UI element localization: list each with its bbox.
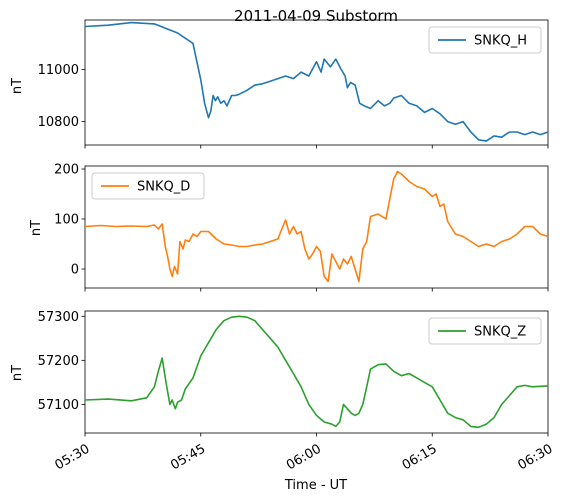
series-line-snkq-d	[85, 170, 548, 283]
legend-label: SNKQ_D	[137, 180, 190, 195]
legend-box	[91, 172, 205, 200]
legend-label: SNKQ_Z	[474, 325, 526, 340]
y-tick-label: 200	[54, 163, 79, 178]
legend: SNKQ_H	[428, 26, 542, 54]
series-line-snkq-h	[85, 21, 548, 142]
y-tick-label: 57100	[38, 398, 79, 413]
chart-title: 2011-04-09 Substorm	[234, 7, 398, 25]
legend-box	[428, 317, 542, 345]
y-tick-label: 0	[71, 263, 79, 278]
y-axis-label-d: nT	[29, 220, 44, 236]
panel-snkq-h: 10800 11000 SNKQ_H	[38, 19, 549, 149]
series-line-snkq-z	[85, 315, 548, 429]
x-tick-label: 06:15	[400, 442, 440, 474]
y-tick-label: 10800	[38, 115, 79, 130]
legend: SNKQ_D	[91, 172, 205, 200]
x-tick-label: 06:30	[515, 442, 555, 474]
y-tick-label: 11000	[38, 63, 79, 78]
x-tick-label: 06:00	[284, 442, 324, 474]
panel-snkq-z: 57100 57200 57300 05:30 05:45 06:00 06:15 06:30…	[38, 310, 556, 474]
legend: SNKQ_Z	[428, 317, 542, 345]
y-axis-label-h: nT	[10, 78, 25, 94]
y-tick-label: 57300	[38, 310, 79, 325]
legend-label: SNKQ_H	[474, 34, 527, 49]
y-tick-label: 57200	[38, 354, 79, 369]
legend-box	[428, 26, 542, 54]
panel-snkq-d: 0 100 200 SNKQ_D	[54, 163, 549, 292]
y-axis-label-z: nT	[10, 365, 25, 381]
x-tick-label: 05:45	[168, 442, 208, 474]
x-axis-label: Time - UT	[284, 478, 347, 493]
x-tick-label: 05:30	[52, 442, 92, 474]
y-tick-label: 100	[54, 213, 79, 228]
